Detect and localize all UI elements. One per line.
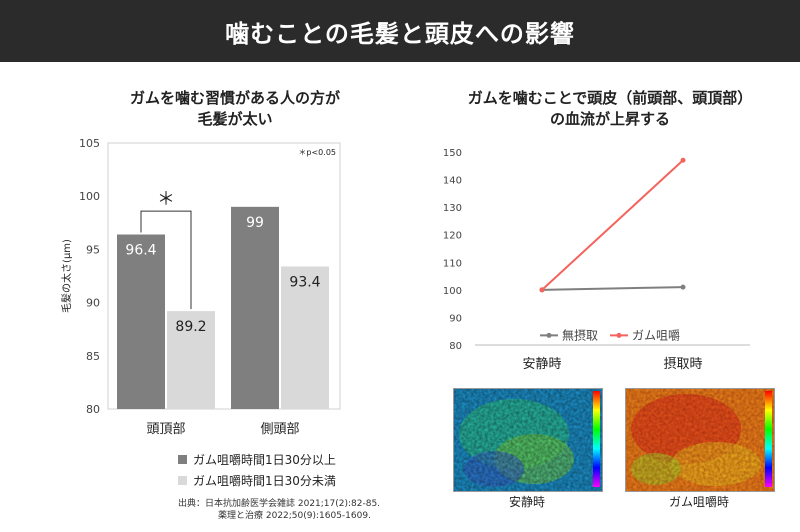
- hair-thickness-bar-chart: 80 85 90 95 100 105 毛髪の太さ(μm) 96.4 89.2 頭頂部 99 93.4…: [60, 137, 341, 437]
- data-point: [680, 284, 686, 290]
- legend-swatch-dark: [178, 455, 187, 464]
- y-tick-label: 90: [86, 297, 100, 310]
- bar-value-label: 93.4: [289, 274, 320, 290]
- heatmap-rest-image: [454, 389, 602, 491]
- data-point: [539, 287, 545, 293]
- legend-label: ガム咀嚼時間1日30分未満: [193, 474, 336, 488]
- bar-chart-title-line1: ガムを噛む習慣がある人の方が: [129, 89, 340, 107]
- heatmap-chewing-label: ガム咀嚼時: [668, 495, 729, 509]
- legend-item-under-30min: ガム咀嚼時間1日30分未満: [178, 472, 336, 489]
- bar-value-label: 99: [246, 215, 264, 231]
- y-tick-label: 110: [443, 258, 462, 269]
- y-tick-label: 140: [443, 176, 462, 187]
- line-chart-title: ガムを噛むことで頭皮（前頭部、頭頂部） の血流が上昇する: [420, 88, 800, 130]
- heatmap-colorbar: [593, 391, 600, 487]
- y-tick-label: 100: [443, 286, 462, 297]
- legend-marker: [616, 332, 622, 338]
- y-tick-label: 150: [443, 148, 462, 159]
- blood-flow-line-chart: 80 90 100 110 120 130 140 150 安静時 摂取時 無摂取 ガム咀嚼: [443, 148, 750, 372]
- heatmap-rest-label: 安静時: [508, 495, 545, 509]
- y-tick-label: 80: [449, 341, 462, 352]
- y-axis-label: 毛髪の太さ(μm): [60, 239, 73, 313]
- bar: [117, 234, 165, 409]
- source-citation: 出典：日本抗加齢医学会雑誌 2021;17(2):82-85. 薬理と治療 20…: [178, 498, 380, 522]
- legend-marker: [546, 332, 552, 338]
- line-chart-title-line2: の血流が上昇する: [549, 110, 670, 128]
- y-tick-label: 100: [79, 190, 100, 203]
- series-line: [541, 286, 684, 291]
- legend-item-30min-or-more: ガム咀嚼時間1日30分以上: [178, 451, 336, 468]
- bar: [231, 206, 279, 409]
- significance-note: ＊p<0.05: [298, 148, 336, 157]
- significance-bracket: [140, 210, 192, 310]
- source-line-1: 出典：日本抗加齢医学会雑誌 2021;17(2):82-85.: [178, 499, 381, 509]
- page-header: 噛むことの毛髪と頭皮への影響: [0, 0, 800, 62]
- legend-label: 無摂取: [562, 327, 598, 342]
- data-point: [680, 157, 686, 163]
- bar-chart-title: ガムを噛む習慣がある人の方が 毛髪が太い: [70, 88, 400, 130]
- significance-marker: ＊: [157, 189, 175, 210]
- bar-chart-title-line2: 毛髪が太い: [197, 110, 273, 128]
- y-tick-label: 95: [86, 243, 100, 256]
- y-tick-label: 85: [86, 350, 100, 363]
- y-tick-label: 130: [443, 203, 462, 214]
- legend-label: ガム咀嚼時間1日30分以上: [193, 453, 336, 467]
- x-category-label: 側頭部: [260, 422, 299, 437]
- y-tick-label: 90: [449, 313, 462, 324]
- x-category-label: 頭頂部: [146, 422, 185, 437]
- plot-area-frame: [107, 142, 341, 410]
- legend-swatch-light: [178, 476, 187, 485]
- page-title: 噛むことの毛髪と頭皮への影響: [225, 19, 575, 48]
- bar-value-label: 96.4: [125, 243, 156, 259]
- heatmap-chewing-image: [626, 389, 774, 491]
- series-line: [541, 159, 684, 291]
- y-tick-label: 80: [86, 403, 100, 416]
- y-tick-label: 120: [443, 231, 462, 242]
- x-category-label: 摂取時: [663, 356, 702, 372]
- line-chart-title-line1: ガムを噛むことで頭皮（前頭部、頭頂部）: [467, 89, 753, 107]
- heatmap-chewing: [625, 388, 775, 492]
- legend-label: ガム咀嚼: [632, 328, 680, 342]
- bar: [167, 311, 215, 409]
- heatmap-colorbar: [765, 391, 772, 487]
- bar: [281, 266, 329, 409]
- source-line-2: 薬理と治療 2022;50(9):1605-1609.: [218, 511, 371, 521]
- y-tick-label: 105: [79, 137, 100, 150]
- heatmap-rest: [453, 388, 603, 492]
- x-category-label: 安静時: [522, 357, 561, 372]
- bar-value-label: 89.2: [175, 319, 206, 335]
